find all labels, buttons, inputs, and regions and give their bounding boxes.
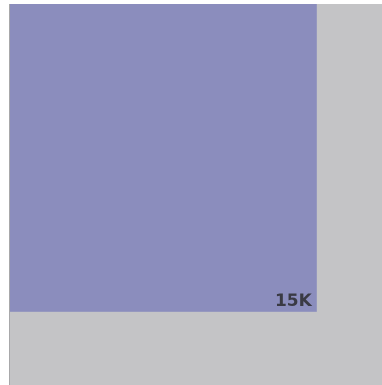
treemap-tiles: 15K [9, 4, 317, 312]
treemap-tile-0 [9, 4, 317, 312]
treemap-tile-label-0: 15K [275, 291, 313, 311]
